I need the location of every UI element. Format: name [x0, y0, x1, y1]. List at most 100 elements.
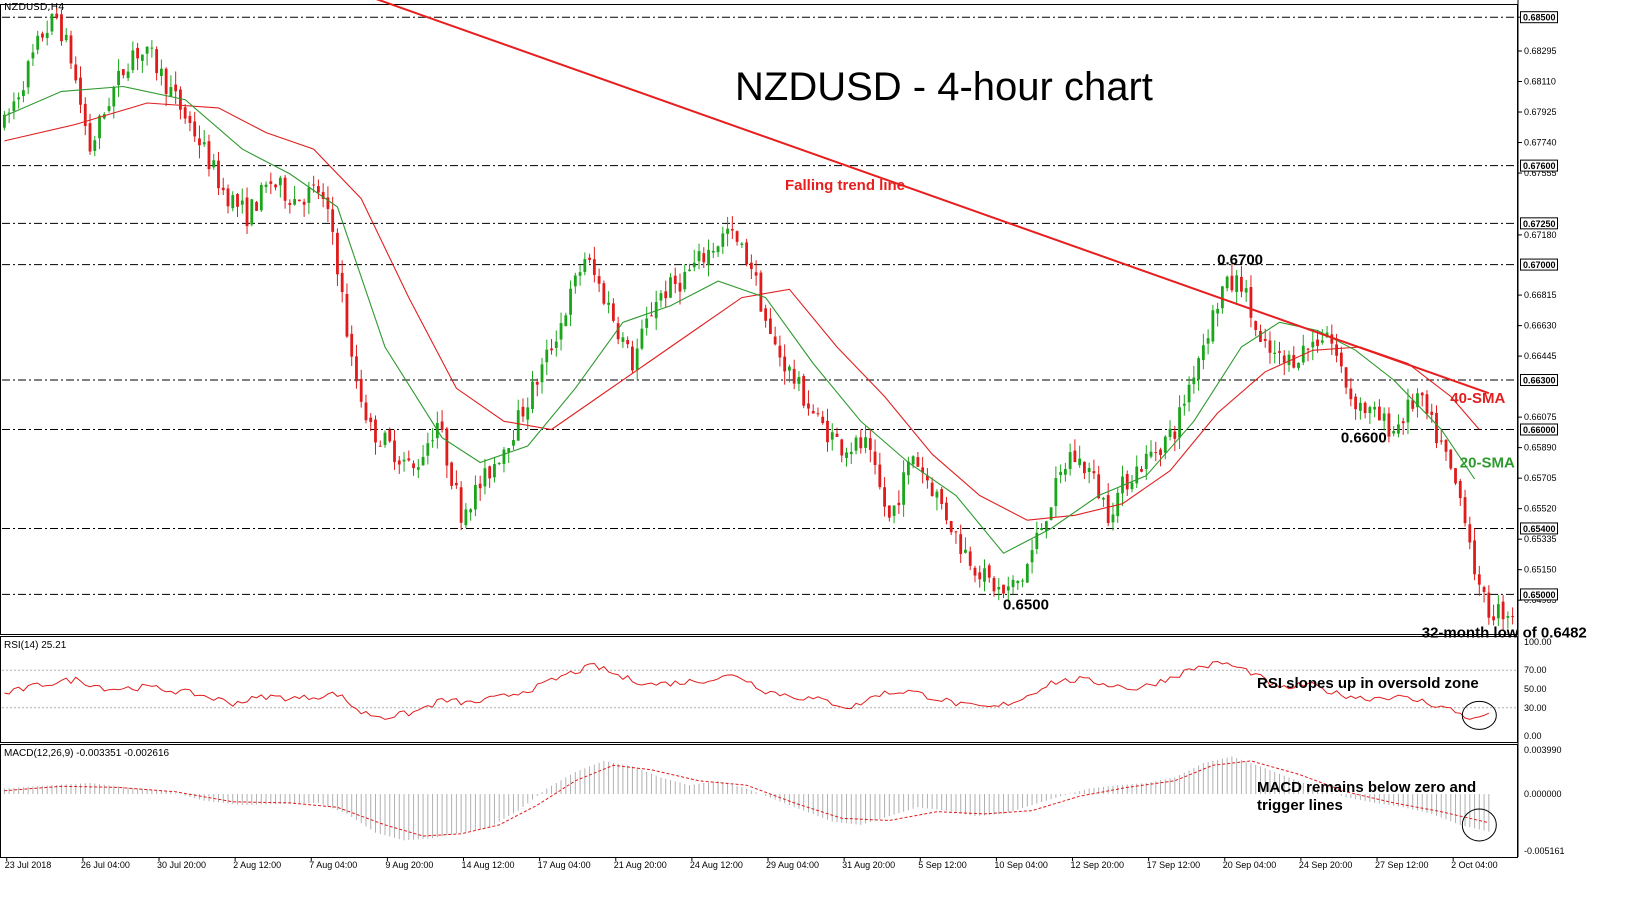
candle-bearish — [631, 346, 634, 371]
candle-bullish — [1144, 453, 1148, 469]
candle-bearish — [811, 410, 815, 414]
candle-bearish — [1458, 480, 1462, 499]
candle-bullish — [1206, 338, 1210, 344]
x-tick-label: 30 Jul 20:00 — [157, 860, 206, 870]
x-tick-label: 10 Sep 04:00 — [994, 860, 1048, 870]
annotation-0-6700: 0.6700 — [1217, 252, 1263, 269]
x-tick-label: 17 Sep 12:00 — [1147, 860, 1201, 870]
candle-bullish — [1406, 399, 1410, 423]
candle-bullish — [640, 328, 644, 349]
candle-bearish — [1240, 276, 1243, 292]
candle-bearish — [597, 276, 601, 284]
candle-bearish — [835, 433, 839, 437]
candle-bearish — [887, 505, 891, 518]
candle-bearish — [1330, 334, 1334, 344]
candle-bearish — [1344, 367, 1348, 388]
candle-bearish — [297, 199, 301, 202]
candle-bullish — [669, 277, 672, 298]
candle-bearish — [1463, 497, 1467, 524]
candle-bearish — [768, 318, 772, 334]
candle-bearish — [916, 457, 920, 467]
candle-bullish — [1030, 550, 1034, 563]
candle-bullish — [516, 410, 520, 441]
macd-tick-label: 0.003990 — [1524, 745, 1562, 755]
candle-bullish — [1016, 580, 1020, 584]
price-tick-label: 0.66630 — [1524, 321, 1557, 331]
candle-bullish — [117, 70, 120, 86]
candle-bearish — [450, 462, 454, 486]
candle-bullish — [683, 271, 687, 290]
candle-bullish — [545, 349, 549, 363]
macd-tick-label: 0.000000 — [1524, 789, 1562, 799]
rsi-highlight-circle — [1461, 700, 1497, 730]
candle-bullish — [830, 432, 834, 440]
candle-bullish — [583, 259, 587, 273]
candle-bullish — [688, 269, 691, 272]
candle-bullish — [1021, 580, 1024, 582]
candle-bullish — [740, 243, 744, 245]
x-tick-label: 21 Aug 20:00 — [614, 860, 667, 870]
candle-bullish — [1197, 358, 1201, 380]
candle-bearish — [926, 475, 929, 481]
candle-bullish — [431, 440, 434, 442]
candle-bullish — [559, 323, 563, 340]
candle-bearish — [397, 460, 401, 465]
candle-bullish — [578, 272, 582, 276]
candle-bullish — [264, 184, 268, 187]
candle-bullish — [202, 142, 206, 145]
candle-bullish — [716, 246, 720, 253]
macd-annotation-line2: trigger lines — [1257, 797, 1343, 814]
level-price-box-inner — [1521, 160, 1557, 171]
sma20-line — [4, 85, 1476, 554]
price-tick-label: 0.66445 — [1524, 351, 1557, 361]
candle-bearish — [897, 502, 901, 506]
candle-bearish — [326, 197, 330, 209]
candle-bearish — [1378, 406, 1381, 421]
candle-bullish — [654, 301, 658, 319]
candle-bullish — [421, 456, 425, 466]
candle-bullish — [1220, 286, 1224, 309]
price-tick-label: 0.65890 — [1524, 443, 1557, 453]
candle-bullish — [1506, 616, 1510, 618]
candle-bearish — [136, 47, 139, 59]
candle-bearish — [735, 231, 739, 242]
macd-label: MACD(12,26,9) -0.003351 -0.002616 — [4, 748, 170, 759]
candle-bearish — [440, 421, 444, 430]
candle-bearish — [602, 283, 606, 304]
candle-bullish — [1373, 406, 1377, 410]
candle-bearish — [592, 259, 596, 275]
annotation-20-sma: 20-SMA — [1460, 454, 1515, 471]
candle-bullish — [1063, 469, 1067, 475]
candle-bearish — [1411, 400, 1415, 409]
candle-bullish — [493, 464, 496, 478]
candle-bearish — [1316, 339, 1319, 346]
candle-bearish — [745, 242, 749, 265]
candle-bullish — [17, 97, 21, 100]
candle-bearish — [802, 376, 806, 406]
candle-bearish — [987, 565, 991, 578]
candle-bearish — [1140, 469, 1143, 472]
candle-bearish — [60, 14, 63, 42]
candle-bullish — [983, 568, 986, 582]
candle-bullish — [50, 13, 54, 32]
candle-bullish — [278, 177, 282, 186]
level-price-box-inner — [1521, 12, 1557, 23]
candle-bearish — [1511, 615, 1515, 617]
candle-bearish — [1420, 392, 1424, 396]
candle-bullish — [98, 115, 101, 139]
candle-bullish — [26, 61, 30, 88]
candle-bearish — [69, 35, 73, 64]
candle-bearish — [302, 201, 306, 205]
candle-bearish — [255, 202, 258, 211]
candle-bullish — [483, 468, 487, 487]
level-price-label: 0.67000 — [1523, 260, 1556, 270]
candle-bearish — [1335, 344, 1338, 356]
candle-bullish — [474, 485, 477, 510]
candle-bearish — [1401, 421, 1405, 424]
x-tick-label: 23 Jul 2018 — [5, 860, 52, 870]
candle-bearish — [1482, 587, 1486, 592]
candle-bearish — [1278, 351, 1281, 353]
candle-bullish — [169, 87, 173, 97]
candle-bullish — [231, 195, 235, 209]
candle-bearish — [749, 262, 753, 270]
